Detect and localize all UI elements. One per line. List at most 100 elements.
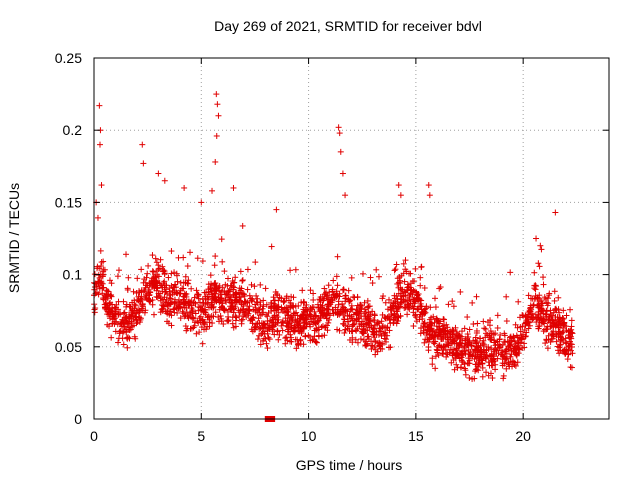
data-point [503,318,510,325]
data-point [375,320,382,327]
data-point [548,330,555,337]
data-point [285,309,292,316]
data-point [421,320,428,327]
data-point [563,340,570,347]
data-point [300,299,307,306]
data-point [541,320,548,327]
data-point [479,349,486,356]
data-point [195,293,202,300]
data-point [342,326,349,333]
data-point [308,312,315,319]
data-point [283,320,290,327]
data-point [428,320,435,327]
data-point [486,322,493,329]
data-point [474,320,481,327]
data-point [141,309,148,316]
data-point [476,335,483,342]
data-point [212,253,219,260]
data-point [203,326,210,333]
data-point [555,294,562,301]
data-point [565,351,572,358]
data-point [527,295,534,302]
data-point [432,331,439,338]
data-point [153,259,160,266]
data-point [379,311,386,318]
data-point [187,249,194,256]
data-point [275,303,282,310]
data-point [258,331,265,338]
data-point [177,315,184,322]
data-point [461,325,468,332]
data-point [363,315,370,322]
data-point [219,258,226,265]
data-point [251,283,258,290]
data-point [535,308,542,315]
data-point [324,292,331,299]
data-point [102,301,109,308]
data-point [174,309,181,316]
data-point [426,192,433,199]
data-point [426,335,433,342]
data-point [424,326,431,333]
data-point [256,326,263,333]
data-point [466,326,473,333]
data-point [246,307,253,314]
data-point [335,124,342,131]
data-point [395,284,402,291]
data-point [334,306,341,313]
data-point [101,266,108,273]
data-point [257,341,264,348]
data-point [353,327,360,334]
data-point [345,287,352,294]
data-point [494,312,501,319]
data-point [354,310,361,317]
data-point [288,293,295,300]
data-point [186,301,193,308]
data-point [410,297,417,304]
data-point [223,298,230,305]
data-point [197,299,204,306]
data-point [436,326,443,333]
data-point [535,260,542,267]
data-point [96,285,103,292]
data-point [485,344,492,351]
data-point [150,268,157,275]
data-point [458,364,465,371]
data-point [365,333,372,340]
data-point [349,321,356,328]
data-point [248,298,255,305]
data-point [500,372,507,379]
data-point [260,297,267,304]
data-point [140,160,147,167]
data-point [241,311,248,318]
data-point [358,305,365,312]
data-point [494,345,501,352]
data-point [505,343,512,350]
data-point [257,301,264,308]
data-point [559,315,566,322]
data-point [377,328,384,335]
data-point [512,362,519,369]
data-point [481,325,488,332]
data-point [560,328,567,335]
chart-title: Day 269 of 2021, SRMTID for receiver bdv… [214,18,482,34]
data-point [543,299,550,306]
data-point [144,270,151,277]
data-point [421,285,428,292]
data-point [199,340,206,347]
data-point [263,301,270,308]
data-point [274,327,281,334]
data-point [567,306,574,313]
data-point [196,329,203,336]
data-point [470,337,477,344]
data-point [99,280,106,287]
data-point [489,375,496,382]
data-point [545,313,552,320]
data-point [487,328,494,335]
data-point [196,315,203,322]
data-point [450,303,457,310]
data-point [413,318,420,325]
data-point [494,324,501,331]
data-point [390,302,397,309]
data-point [179,285,186,292]
